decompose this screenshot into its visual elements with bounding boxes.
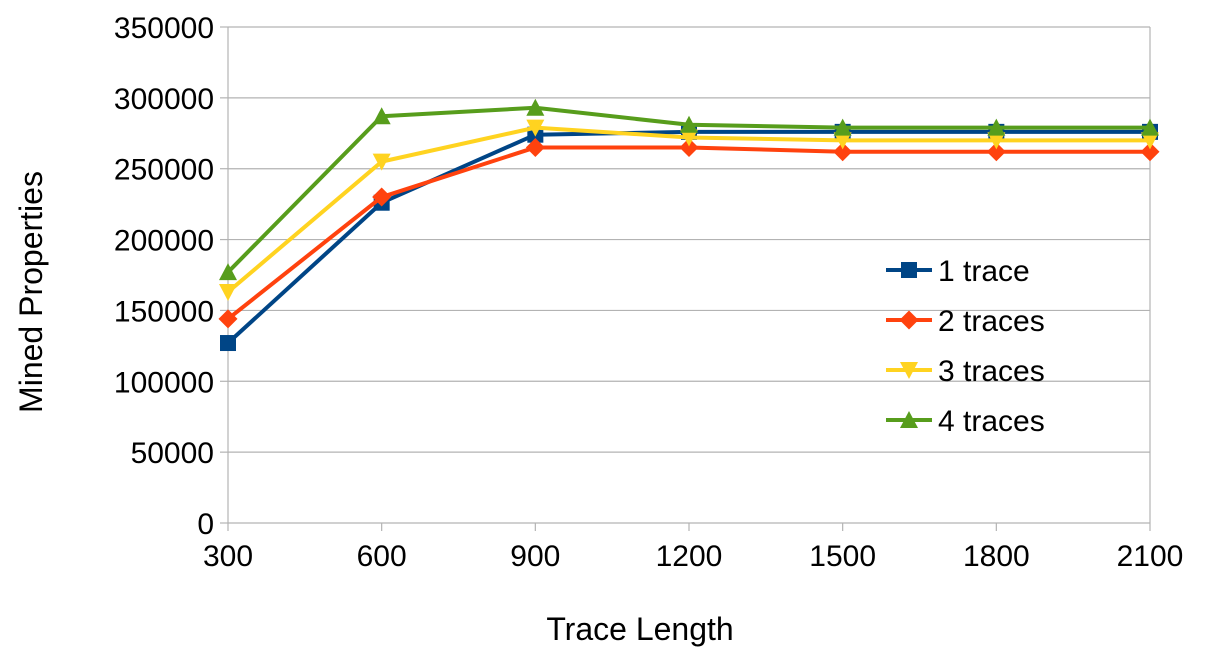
data-point <box>680 129 698 147</box>
data-point <box>679 137 699 157</box>
data-point <box>833 142 853 162</box>
legend-marker-square-icon <box>901 262 917 278</box>
y-tick-label: 300000 <box>114 83 214 116</box>
x-tick-label: 900 <box>510 540 560 573</box>
data-point <box>372 153 391 171</box>
data-point <box>680 115 698 133</box>
legend-item: 4 traces <box>886 405 1045 438</box>
legend-item: 1 trace <box>886 255 1030 288</box>
x-tick-label: 2100 <box>1117 540 1184 573</box>
x-tick-label: 1200 <box>656 540 723 573</box>
legend-label: 2 traces <box>938 305 1045 338</box>
data-point <box>986 142 1006 162</box>
series-4 <box>219 98 1159 281</box>
series-group <box>218 98 1160 352</box>
data-point <box>1141 132 1159 150</box>
legend-marker-triangle-down-icon <box>900 362 918 379</box>
y-tick-label: 50000 <box>131 437 214 470</box>
x-tick-label: 300 <box>203 540 253 573</box>
data-point <box>220 335 236 352</box>
data-point <box>219 284 237 302</box>
data-point <box>1140 142 1160 162</box>
x-tick-label: 600 <box>357 540 407 573</box>
legend-label: 4 traces <box>938 405 1045 438</box>
data-point <box>526 98 545 116</box>
data-point <box>219 263 237 281</box>
series-3 <box>219 119 1159 302</box>
series-2 <box>218 137 1160 329</box>
data-point <box>987 118 1006 136</box>
data-point <box>525 137 545 157</box>
x-tick-label: 1500 <box>809 540 876 573</box>
y-tick-label: 100000 <box>114 366 214 399</box>
legend: 1 trace 2 traces 3 traces 4 traces <box>886 255 1045 438</box>
data-point <box>987 132 1006 150</box>
legend-item: 2 traces <box>886 305 1045 338</box>
y-tick-label: 0 <box>197 508 214 541</box>
gridlines <box>228 26 1150 453</box>
y-axis-title: Mined Properties <box>13 171 49 413</box>
x-tick-label: 1800 <box>963 540 1030 573</box>
data-point <box>833 132 852 150</box>
axes <box>220 26 1151 531</box>
data-point <box>1141 118 1159 136</box>
legend-label: 1 trace <box>938 255 1030 288</box>
legend-marker-triangle-up-icon <box>900 411 918 428</box>
data-point <box>833 118 852 136</box>
y-tick-label: 150000 <box>114 295 214 328</box>
data-point <box>218 309 238 329</box>
data-point <box>372 187 392 207</box>
y-tick-label: 250000 <box>114 154 214 187</box>
x-axis-title: Trace Length <box>546 611 733 647</box>
data-point <box>372 107 391 125</box>
legend-label: 3 traces <box>938 355 1045 388</box>
tick-labels: 0 50000 100000 150000 200000 250000 300000 3500… <box>114 12 1183 573</box>
y-tick-label: 200000 <box>114 225 214 258</box>
legend-marker-diamond-icon <box>899 310 919 330</box>
y-tick-label: 350000 <box>114 12 214 45</box>
data-point <box>526 119 545 137</box>
legend-item: 3 traces <box>886 355 1045 388</box>
